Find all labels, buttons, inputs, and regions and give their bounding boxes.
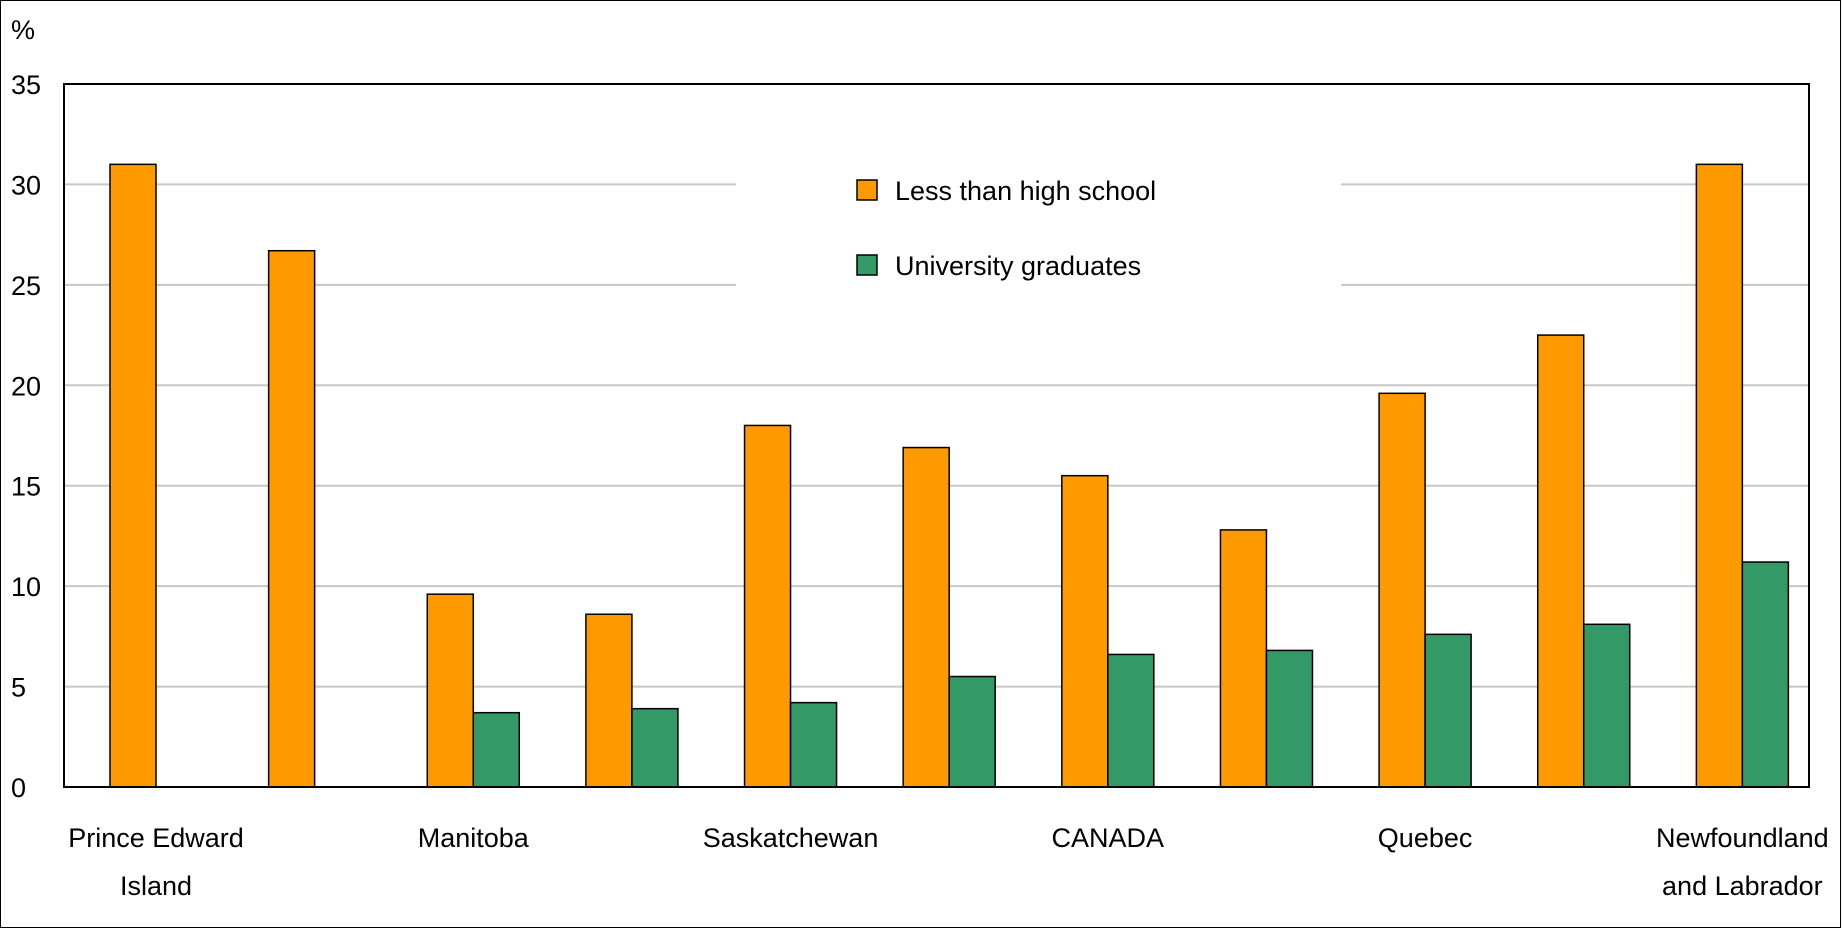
bar-university-graduates bbox=[1741, 561, 1790, 788]
bar-less-than-high-school bbox=[1219, 529, 1268, 788]
x-category-label: Quebec bbox=[1378, 823, 1473, 853]
bar-university-graduates bbox=[1424, 633, 1472, 788]
bar-less-than-high-school bbox=[1061, 474, 1109, 788]
x-axis-labels: Prince Edward Island Manitoba Saskatchewan C… bbox=[68, 823, 1828, 901]
legend-label: University graduates bbox=[895, 251, 1141, 281]
y-axis-ticks: 0 5 10 15 20 25 30 35 bbox=[11, 70, 41, 803]
y-axis-label: % bbox=[11, 15, 35, 45]
bars bbox=[109, 163, 1790, 788]
x-category-label: Prince Edward bbox=[68, 823, 244, 853]
bar-less-than-high-school bbox=[902, 446, 950, 788]
y-tick-label: 15 bbox=[11, 472, 41, 502]
bar-university-graduates bbox=[1265, 649, 1314, 788]
bar-university-graduates bbox=[472, 711, 521, 788]
bar-less-than-high-school bbox=[1378, 392, 1426, 788]
y-tick-label: 25 bbox=[11, 271, 41, 301]
x-category-label: Saskatchewan bbox=[703, 823, 879, 853]
y-tick-label: 20 bbox=[11, 371, 41, 401]
bar-less-than-high-school bbox=[109, 163, 157, 788]
x-category-label: Newfoundland bbox=[1656, 823, 1829, 853]
bar-university-graduates bbox=[631, 707, 679, 788]
x-category-label: and Labrador bbox=[1662, 871, 1823, 901]
x-category-label: Island bbox=[120, 871, 192, 901]
legend-swatch bbox=[856, 179, 878, 201]
bar-less-than-high-school bbox=[585, 613, 633, 788]
bar-less-than-high-school bbox=[1536, 334, 1585, 788]
bar-less-than-high-school bbox=[426, 593, 475, 788]
y-tick-label: 10 bbox=[11, 572, 41, 602]
plot-area-border bbox=[63, 83, 1810, 788]
y-tick-label: 0 bbox=[11, 773, 26, 803]
x-category-label: Manitoba bbox=[418, 823, 530, 853]
legend: Less than high school University graduate… bbox=[856, 176, 1156, 281]
legend-label: Less than high school bbox=[895, 176, 1156, 206]
bar-university-graduates bbox=[789, 701, 838, 788]
bar-university-graduates bbox=[1107, 653, 1155, 788]
bar-university-graduates bbox=[1582, 623, 1631, 788]
bar-less-than-high-school bbox=[743, 424, 792, 788]
bar-university-graduates bbox=[948, 675, 996, 788]
bar-less-than-high-school bbox=[1695, 163, 1744, 788]
bar-less-than-high-school bbox=[267, 249, 316, 788]
y-tick-label: 5 bbox=[11, 673, 26, 703]
x-category-label: CANADA bbox=[1052, 823, 1165, 853]
legend-swatch bbox=[856, 254, 878, 276]
y-tick-label: 35 bbox=[11, 70, 41, 100]
y-tick-label: 30 bbox=[11, 170, 41, 200]
